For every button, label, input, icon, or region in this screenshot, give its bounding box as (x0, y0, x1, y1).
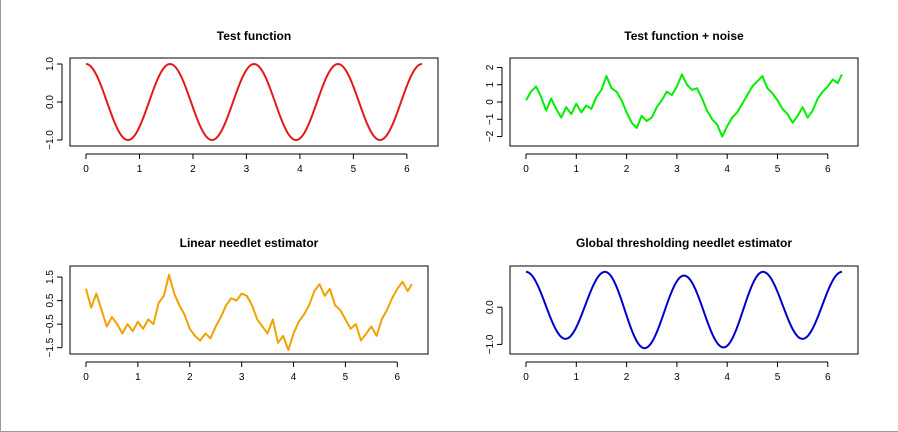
y-tick-label: 1.5 (45, 270, 56, 284)
y-tick-label: −1.0 (45, 130, 56, 150)
chart-title: Test function (217, 29, 291, 43)
y-tick-label: 2 (485, 64, 496, 70)
chart-panel-2: Test function + noise 0 1 2 3 4 5 6 −2 −1 0 1 2 (485, 29, 859, 175)
x-tick-label: 6 (395, 372, 401, 383)
x-tick-label: 6 (825, 372, 831, 383)
chart-panel-3: Linear needlet estimator 0 1 2 3 4 5 6 −1.5 −0.5 0… (45, 236, 429, 383)
y-tick-label: −1.5 (45, 337, 56, 357)
x-tick-label: 0 (83, 164, 89, 175)
x-tick-label: 4 (724, 164, 730, 175)
x-tick-label: 3 (674, 164, 680, 175)
y-tick-label: 0.0 (485, 300, 496, 314)
series-line (525, 73, 843, 138)
x-tick-label: 1 (574, 164, 580, 175)
y-tick-label: 1 (485, 82, 496, 88)
x-tick-label: 5 (775, 372, 781, 383)
x-tick-label: 2 (190, 164, 196, 175)
x-tick-label: 3 (674, 372, 680, 383)
x-tick-label: 3 (244, 164, 250, 175)
x-tick-label: 4 (291, 372, 297, 383)
x-tick-label: 1 (137, 164, 143, 175)
x-tick-label: 0 (523, 372, 529, 383)
x-tick-label: 1 (574, 372, 580, 383)
plot-box (509, 57, 859, 147)
chart-panel-4: Global thresholding needlet estimator 0 1 2… (485, 236, 859, 383)
series-line (525, 270, 843, 350)
x-tick-label: 2 (187, 372, 193, 383)
chart-title: Global thresholding needlet estimator (576, 236, 792, 250)
y-tick-label: 0.0 (45, 95, 56, 109)
plot-box (69, 57, 439, 147)
series-line (85, 63, 423, 141)
x-tick-label: 4 (724, 372, 730, 383)
chart-title: Linear needlet estimator (180, 236, 319, 250)
y-tick-label: −1 (485, 113, 496, 125)
x-tick-label: 1 (135, 372, 141, 383)
y-tick-label: 0 (485, 99, 496, 105)
x-tick-label: 2 (624, 372, 630, 383)
x-tick-label: 6 (825, 164, 831, 175)
y-tick-label: −1.0 (485, 334, 496, 354)
x-tick-label: 4 (297, 164, 303, 175)
y-tick-label: −0.5 (45, 314, 56, 334)
plot-box (509, 265, 859, 355)
chart-panel-1: Test function 0 1 2 3 4 5 6 −1.0 0.0 1.0 (45, 29, 439, 175)
y-tick-label: 0.5 (45, 293, 56, 307)
x-tick-label: 0 (523, 164, 529, 175)
x-tick-label: 5 (351, 164, 357, 175)
plot-box (69, 265, 429, 355)
x-tick-label: 0 (83, 372, 89, 383)
x-tick-label: 6 (404, 164, 410, 175)
x-tick-label: 3 (239, 372, 245, 383)
y-tick-label: 1.0 (45, 57, 56, 71)
series-line (85, 273, 413, 351)
chart-title: Test function + noise (624, 29, 744, 43)
x-tick-label: 2 (624, 164, 630, 175)
y-tick-label: −2 (485, 130, 496, 142)
x-tick-label: 5 (775, 164, 781, 175)
x-tick-label: 5 (343, 372, 349, 383)
